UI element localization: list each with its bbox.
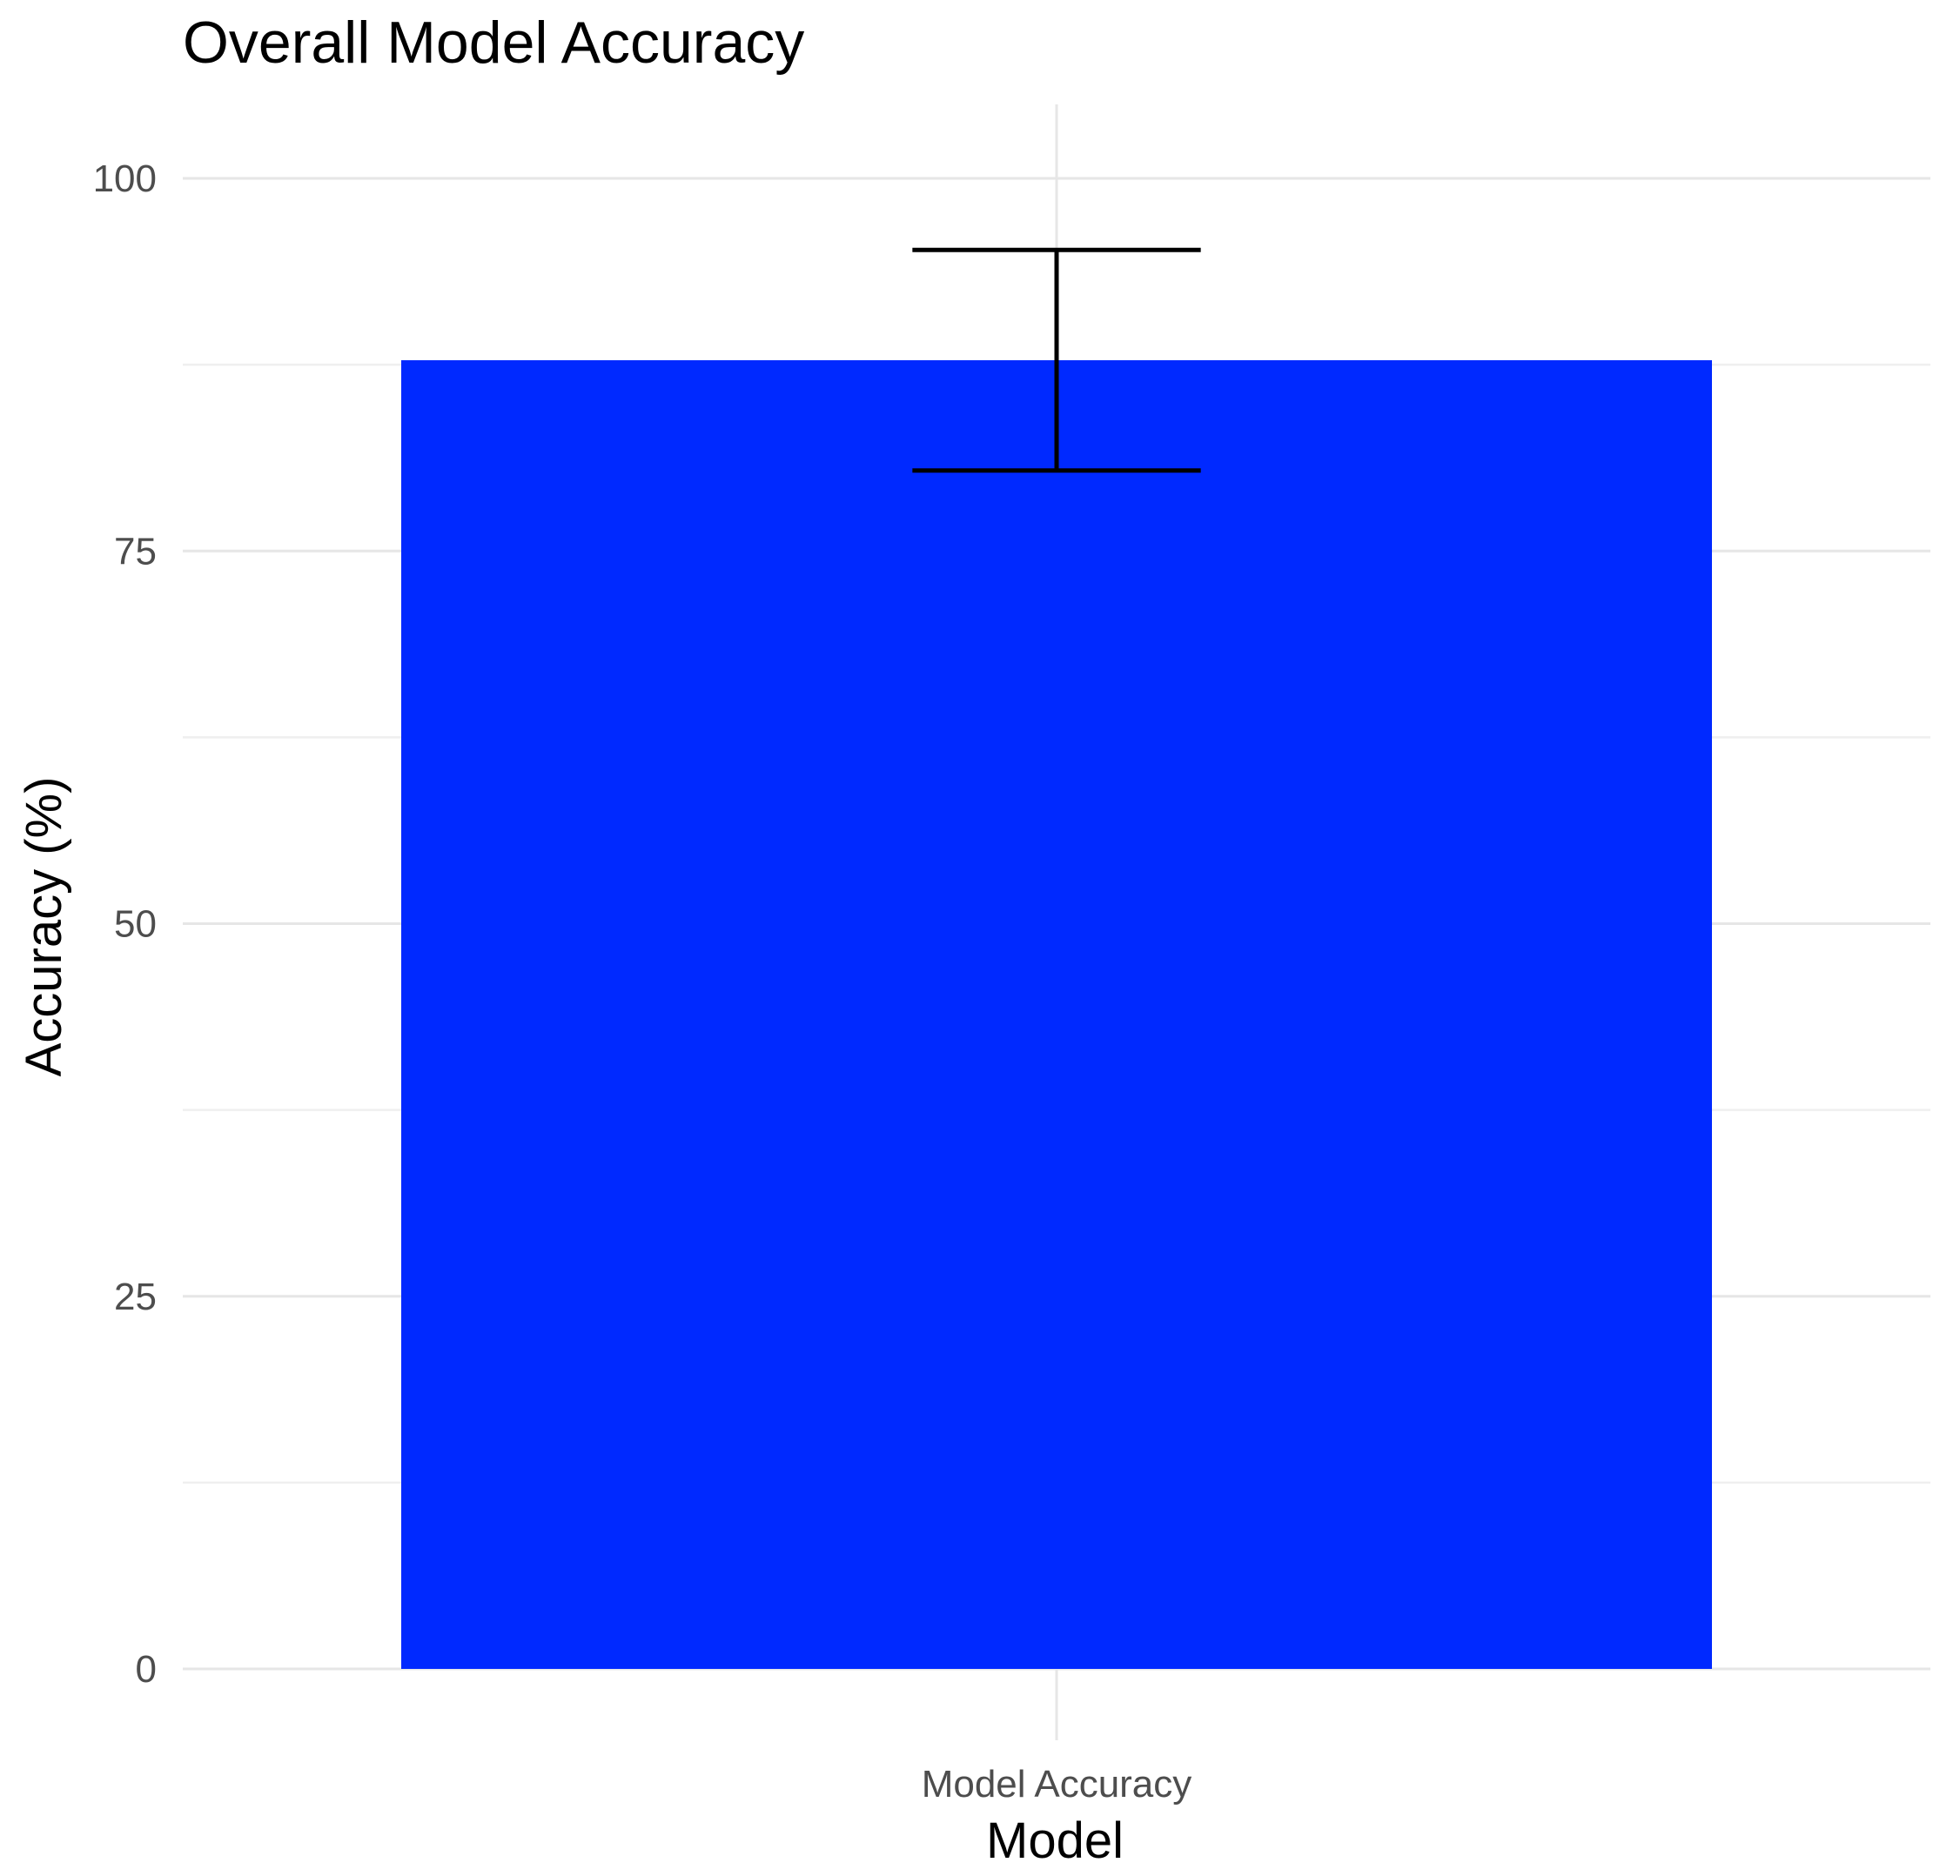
y-tick-label-4: 100 — [93, 157, 157, 200]
error-bars — [912, 247, 1201, 473]
y-tick-labels: 0 25 50 75 100 — [93, 157, 157, 1691]
bars — [401, 359, 1712, 1670]
x-tick-label-0: Model Accuracy — [922, 1763, 1192, 1806]
x-tick-labels: Model Accuracy — [922, 1763, 1192, 1806]
y-tick-label-2: 50 — [114, 903, 157, 946]
y-axis-title: Accuracy (%) — [16, 777, 72, 1077]
chart-title: Overall Model Accuracy — [183, 10, 804, 76]
y-tick-label-3: 75 — [114, 530, 157, 573]
x-axis-title: Model — [986, 1812, 1124, 1869]
y-tick-label-1: 25 — [114, 1276, 157, 1318]
bar-0 — [401, 359, 1712, 1670]
y-tick-label-0: 0 — [136, 1648, 157, 1691]
